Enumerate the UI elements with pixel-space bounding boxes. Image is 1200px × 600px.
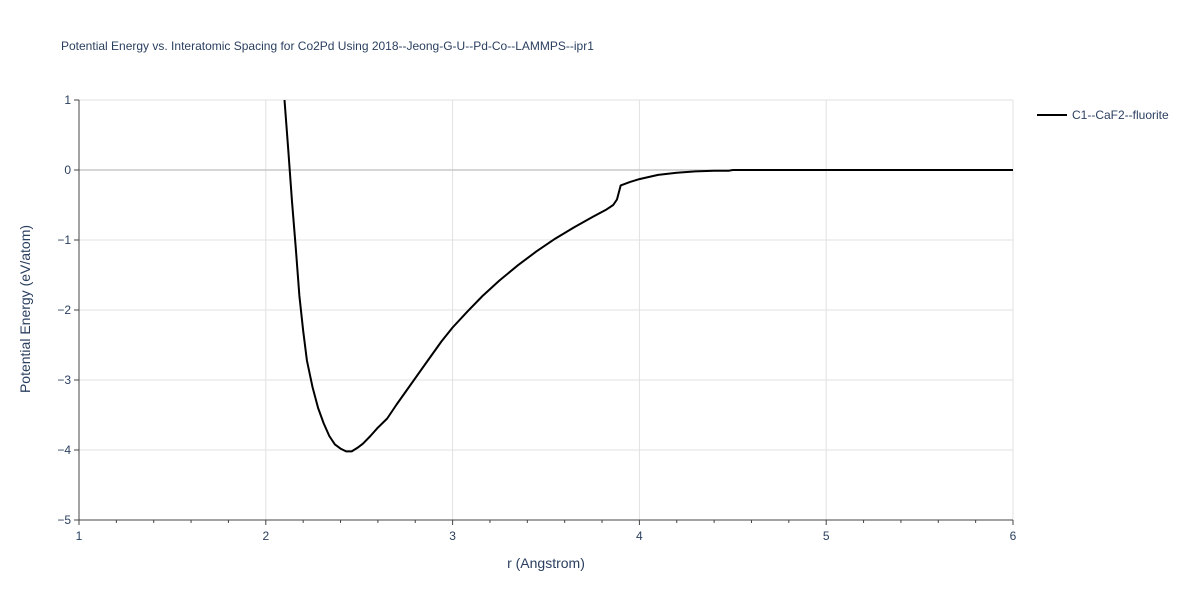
x-tick-label: 4 <box>636 529 643 543</box>
x-tick-label: 5 <box>823 529 830 543</box>
y-axis-ticks: 1 0 −1 −2 −3 −4 −5 <box>57 93 79 527</box>
x-tick-label: 3 <box>449 529 456 543</box>
x-tick-label: 6 <box>1010 529 1017 543</box>
y-tick-label: 0 <box>64 163 71 177</box>
x-axis-ticks: 1 2 3 4 5 6 <box>76 520 1017 543</box>
series-line <box>283 99 1013 453</box>
plot-area <box>283 99 1013 453</box>
legend[interactable]: C1--CaF2--fluorite <box>1037 108 1169 122</box>
y-tick-label: −4 <box>57 443 71 457</box>
x-axis-title: r (Angstrom) <box>507 555 585 571</box>
y-tick-label: −1 <box>57 233 71 247</box>
x-tick-label: 2 <box>262 529 269 543</box>
y-tick-label: 1 <box>64 93 71 107</box>
legend-label: C1--CaF2--fluorite <box>1072 108 1169 122</box>
chart-title: Potential Energy vs. Interatomic Spacing… <box>61 39 594 53</box>
y-tick-label: −3 <box>57 373 71 387</box>
y-axis-title: Potential Energy (eV/atom) <box>17 225 33 393</box>
gridlines <box>79 99 1014 520</box>
x-tick-label: 1 <box>76 529 83 543</box>
y-tick-label: −5 <box>57 513 71 527</box>
y-tick-label: −2 <box>57 303 71 317</box>
